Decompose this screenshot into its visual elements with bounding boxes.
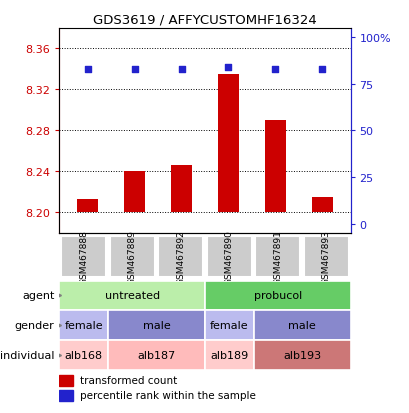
Point xyxy=(318,66,325,73)
Text: untreated: untreated xyxy=(104,291,160,301)
Point xyxy=(178,66,184,73)
Text: transformed count: transformed count xyxy=(80,375,177,385)
Text: percentile rank within the sample: percentile rank within the sample xyxy=(80,390,255,400)
FancyBboxPatch shape xyxy=(255,237,299,278)
Bar xyxy=(124,172,145,213)
Text: alb168: alb168 xyxy=(65,350,103,360)
Text: probucol: probucol xyxy=(253,291,301,301)
FancyBboxPatch shape xyxy=(110,237,154,278)
Bar xyxy=(59,389,73,401)
Point xyxy=(84,66,91,73)
FancyBboxPatch shape xyxy=(158,237,202,278)
Bar xyxy=(171,166,192,213)
Text: alb189: alb189 xyxy=(210,350,248,360)
Bar xyxy=(204,340,253,370)
Text: GSM467889: GSM467889 xyxy=(128,230,136,285)
Bar xyxy=(217,75,238,213)
Bar xyxy=(108,340,204,370)
Point xyxy=(272,66,278,73)
Text: GSM467892: GSM467892 xyxy=(176,230,185,285)
FancyBboxPatch shape xyxy=(207,237,251,278)
Bar xyxy=(204,281,350,311)
Bar xyxy=(264,121,285,213)
Bar xyxy=(59,281,204,311)
Bar xyxy=(59,375,73,386)
Text: GSM467888: GSM467888 xyxy=(79,230,88,285)
Text: gender: gender xyxy=(15,320,54,330)
Bar xyxy=(77,199,98,213)
FancyBboxPatch shape xyxy=(303,237,348,278)
Bar xyxy=(59,340,108,370)
Text: male: male xyxy=(142,320,170,330)
Point xyxy=(225,64,231,71)
Bar xyxy=(204,311,253,340)
Text: female: female xyxy=(209,320,248,330)
Text: GSM467893: GSM467893 xyxy=(321,230,330,285)
Text: female: female xyxy=(64,320,103,330)
Point xyxy=(131,66,137,73)
Bar xyxy=(253,311,350,340)
FancyBboxPatch shape xyxy=(61,237,106,278)
Text: GSM467891: GSM467891 xyxy=(273,230,281,285)
Bar xyxy=(108,311,204,340)
Title: GDS3619 / AFFYCUSTOMHF16324: GDS3619 / AFFYCUSTOMHF16324 xyxy=(93,13,316,26)
Bar xyxy=(59,311,108,340)
Text: male: male xyxy=(288,320,315,330)
Bar xyxy=(253,340,350,370)
Text: alb187: alb187 xyxy=(137,350,175,360)
Text: alb193: alb193 xyxy=(282,350,320,360)
Text: GSM467890: GSM467890 xyxy=(224,230,233,285)
Bar xyxy=(311,197,332,213)
Text: individual: individual xyxy=(0,350,54,360)
Text: agent: agent xyxy=(22,291,54,301)
